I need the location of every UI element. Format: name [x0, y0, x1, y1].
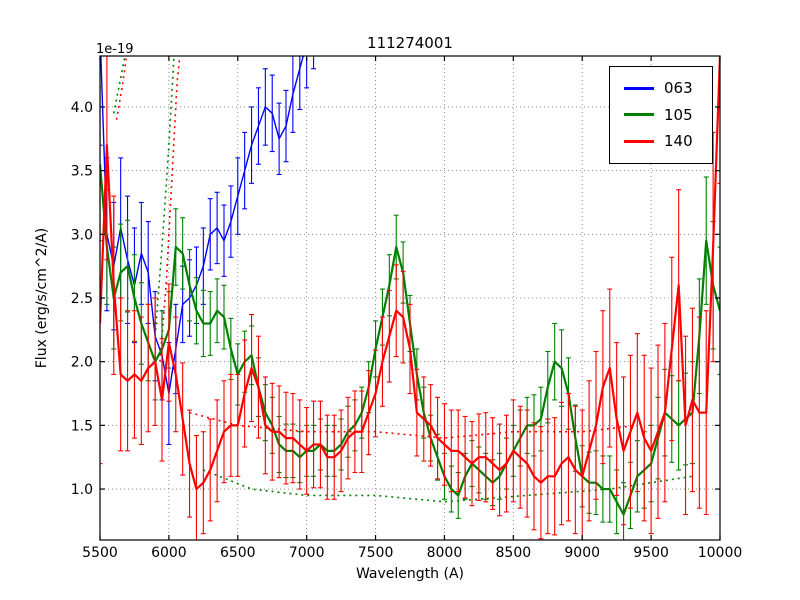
- legend-line-swatch-140: [624, 139, 654, 143]
- svg-text:8500: 8500: [496, 545, 532, 561]
- legend-label: 063: [664, 79, 693, 97]
- legend: 063 105 140: [609, 66, 713, 164]
- svg-text:1.0: 1.0: [71, 482, 93, 498]
- legend-item-105: 105: [614, 102, 708, 129]
- svg-text:9500: 9500: [633, 545, 669, 561]
- svg-text:7000: 7000: [289, 545, 325, 561]
- svg-text:2.0: 2.0: [71, 355, 93, 371]
- y-axis-label: Flux (erg/s/cm^2/A): [34, 227, 50, 369]
- svg-text:1.5: 1.5: [71, 418, 93, 434]
- legend-label: 105: [664, 105, 693, 124]
- legend-item-140: 140: [614, 128, 708, 155]
- svg-text:6000: 6000: [151, 545, 187, 561]
- svg-text:9000: 9000: [564, 545, 600, 561]
- svg-text:3.5: 3.5: [71, 164, 93, 180]
- svg-text:4.0: 4.0: [71, 100, 93, 116]
- svg-text:10000: 10000: [698, 545, 743, 561]
- y-axis-offset-text: 1e-19: [96, 42, 134, 57]
- svg-text:7500: 7500: [358, 545, 394, 561]
- chart-title: 111274001: [367, 34, 453, 52]
- x-axis-label: Wavelength (A): [355, 566, 464, 582]
- legend-item-063: 063: [614, 75, 708, 102]
- svg-text:6500: 6500: [220, 545, 256, 561]
- legend-label: 140: [664, 132, 693, 150]
- svg-text:3.0: 3.0: [71, 227, 93, 243]
- legend-line-swatch-063: [624, 86, 654, 90]
- svg-text:8000: 8000: [427, 545, 463, 561]
- svg-text:2.5: 2.5: [71, 291, 93, 307]
- svg-text:5500: 5500: [82, 545, 118, 561]
- legend-line-swatch-105: [624, 113, 654, 117]
